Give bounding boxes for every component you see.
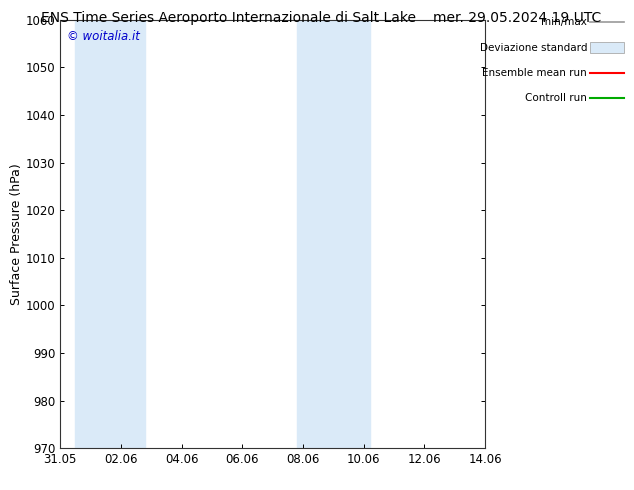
Text: Controll run: Controll run: [525, 94, 587, 103]
Text: Ensemble mean run: Ensemble mean run: [482, 68, 587, 78]
Text: ENS Time Series Aeroporto Internazionale di Salt Lake: ENS Time Series Aeroporto Internazionale…: [41, 11, 416, 25]
Bar: [75, 20, 145, 448]
Y-axis label: Surface Pressure (hPa): Surface Pressure (hPa): [10, 163, 23, 305]
Bar: [297, 20, 370, 448]
Text: mer. 29.05.2024 19 UTC: mer. 29.05.2024 19 UTC: [432, 11, 601, 25]
Text: © woitalia.it: © woitalia.it: [67, 30, 139, 43]
Text: min/max: min/max: [541, 17, 587, 27]
Text: Deviazione standard: Deviazione standard: [479, 43, 587, 52]
